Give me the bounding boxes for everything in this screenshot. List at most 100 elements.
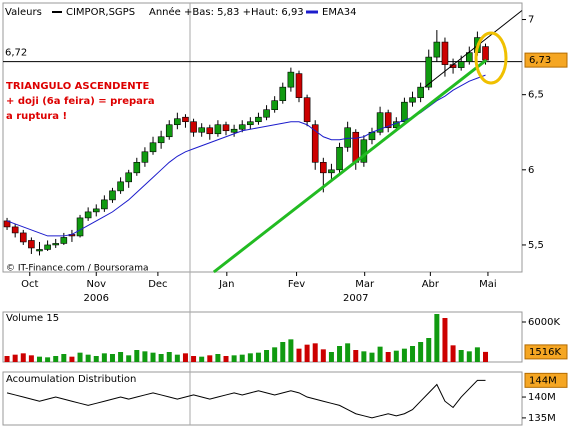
- volume-bar: [4, 356, 10, 362]
- candle-body: [263, 109, 270, 118]
- volume-bar: [109, 354, 115, 362]
- volume-bar: [126, 355, 132, 362]
- candle-body: [36, 249, 43, 252]
- accdist-line: [6, 379, 486, 419]
- candle-body: [60, 237, 68, 244]
- candle-body: [92, 208, 100, 213]
- candle-body: [230, 128, 238, 133]
- candle-body: [311, 124, 319, 163]
- volume-bar: [418, 342, 424, 362]
- candle-body: [425, 56, 433, 88]
- volume-bar: [69, 356, 75, 362]
- volume-bar: [312, 343, 318, 362]
- candle-body: [76, 217, 84, 237]
- last-value-box: [524, 372, 568, 388]
- y-tick-label: 6: [528, 165, 534, 176]
- candle-body: [198, 127, 205, 133]
- volume-bar: [28, 355, 34, 362]
- volume-bar: [142, 351, 148, 362]
- volume-bar: [45, 357, 51, 362]
- candle-body: [401, 101, 408, 123]
- volume-bar: [101, 353, 107, 362]
- volume-bar: [434, 314, 440, 362]
- volume-bar: [174, 354, 180, 362]
- candle-body: [133, 161, 141, 174]
- candle-body: [482, 46, 489, 61]
- level-label: 6,72: [5, 48, 27, 59]
- candle-body: [320, 161, 327, 174]
- volume-bar: [369, 352, 375, 362]
- volume-bar: [385, 352, 391, 362]
- candle-body: [352, 131, 360, 163]
- candle-body: [255, 116, 262, 123]
- volume-bar: [20, 353, 26, 362]
- year-label: 2007: [343, 293, 368, 304]
- last-value-label: 1516K: [529, 347, 561, 358]
- volume-bar: [12, 354, 18, 362]
- volume-bar: [36, 356, 42, 362]
- volume-bar: [199, 356, 205, 362]
- accdist-panel: [2, 371, 523, 426]
- volume-bar: [85, 354, 91, 362]
- volume-bar: [466, 351, 472, 362]
- y-tick-label: 7: [528, 15, 534, 26]
- volume-bar: [239, 354, 245, 362]
- volume-bar: [93, 356, 99, 362]
- candle-body: [182, 116, 189, 123]
- volume-bar: [247, 353, 253, 362]
- volume-bar: [377, 346, 383, 362]
- annotation: + doji (6a feira) = prepara: [6, 96, 155, 107]
- volume-bar: [458, 350, 464, 362]
- candle-body: [206, 127, 214, 135]
- highlight-ellipse: [474, 31, 508, 85]
- annotation: a ruptura !: [6, 111, 67, 122]
- volume-bar: [134, 350, 140, 362]
- volume-bar: [320, 349, 326, 362]
- candle-body: [457, 61, 465, 68]
- volume-bar: [53, 356, 59, 362]
- x-tick-label: Nov: [86, 279, 106, 290]
- credit: © IT-Finance.com / Boursorama: [6, 264, 148, 274]
- ema-line: [6, 74, 486, 237]
- y-tick-label: 135M: [528, 413, 556, 424]
- candle-body: [141, 151, 149, 163]
- volume-bar: [337, 346, 343, 362]
- y-tick-label: 140M: [528, 392, 556, 403]
- candle-body: [149, 142, 157, 153]
- candle-body: [222, 124, 230, 132]
- candle-body: [165, 124, 173, 138]
- candle-body: [174, 118, 181, 126]
- candle-body: [417, 86, 424, 98]
- volume-bar: [77, 352, 83, 362]
- volume-bar: [304, 344, 310, 362]
- volume-bar: [393, 350, 399, 362]
- volume-bar: [272, 347, 278, 362]
- subtitle: Année +Bas: 5,83 +Haut: 6,93: [149, 6, 304, 18]
- y-tick-label: 5,5: [528, 240, 544, 251]
- volume-bar: [426, 338, 432, 362]
- volume-bar: [450, 345, 456, 362]
- candle-body: [279, 86, 287, 101]
- last-value-box: [524, 344, 568, 360]
- candle-body: [117, 181, 124, 192]
- volume-bar: [353, 350, 359, 362]
- volume-bar: [401, 348, 407, 362]
- candle-body: [336, 146, 343, 171]
- volume-bar: [223, 356, 229, 362]
- candle-body: [271, 100, 278, 110]
- volume-bar: [410, 346, 416, 362]
- year-label: 2006: [84, 293, 109, 304]
- candle-body: [344, 127, 351, 148]
- last-value-box: [524, 52, 568, 68]
- volume-bar: [288, 339, 294, 362]
- volume-bar: [231, 355, 237, 362]
- volume-bar: [118, 352, 124, 362]
- x-tick-label: Oct: [21, 279, 38, 290]
- candle-body: [287, 71, 295, 88]
- candle-body: [247, 121, 254, 126]
- volume-bar: [191, 356, 197, 362]
- header-label: Valeurs: [5, 7, 42, 18]
- candle-body: [238, 124, 246, 130]
- candle-body: [11, 226, 19, 234]
- y-tick-label: 6000K: [528, 317, 560, 328]
